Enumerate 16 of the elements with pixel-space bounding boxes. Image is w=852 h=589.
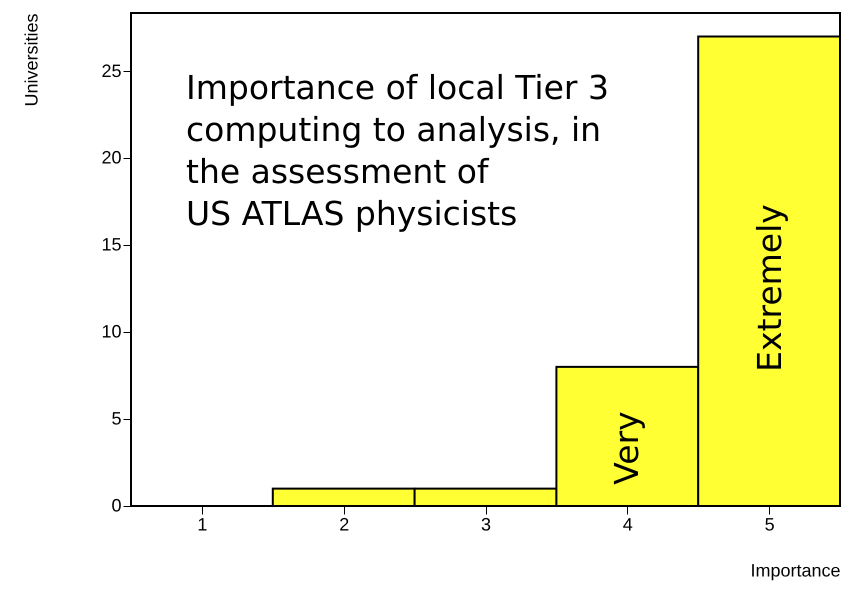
x-tick-label: 1	[197, 514, 208, 534]
x-tick-label: 2	[339, 514, 350, 534]
y-tick-label: 25	[101, 60, 122, 81]
y-tick-label: 15	[101, 234, 122, 255]
x-tick-label: 4	[622, 514, 633, 534]
y-tick-label: 0	[111, 496, 122, 516]
y-tick-label: 10	[101, 322, 122, 342]
y-axis-title: Universities	[21, 14, 42, 107]
x-tick-label: 5	[764, 514, 775, 534]
y-tick-label: 5	[111, 408, 122, 429]
annotation: Importance of local Tier 3 computing to analysis, in the assessment of US ATLAS physicists	[186, 68, 609, 233]
annotation: Very	[607, 411, 646, 485]
x-axis-title: Importance	[750, 560, 840, 580]
x-tick-label: 3	[480, 514, 492, 534]
annotation: Extremely	[750, 204, 789, 372]
y-tick-label: 20	[101, 148, 122, 168]
